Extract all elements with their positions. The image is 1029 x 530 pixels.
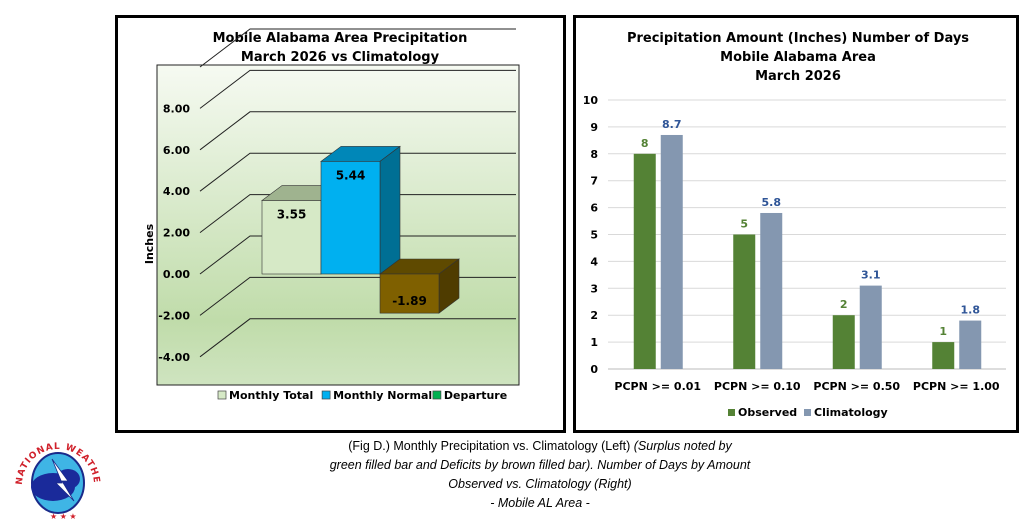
legend-label: Climatology — [814, 406, 888, 419]
bar-departure — [379, 273, 440, 314]
legend-swatch — [728, 409, 735, 416]
days-bar-chart: Precipitation Amount (Inches) Number of … — [583, 31, 1006, 419]
bar-monthly-normal — [320, 161, 381, 275]
chart-title: March 2026 — [755, 69, 841, 84]
gridline — [199, 69, 516, 109]
y-tick-label: 4.00 — [163, 185, 190, 198]
y-tick-label: 6.00 — [163, 144, 190, 157]
chart-title: March 2026 vs Climatology — [241, 50, 440, 65]
bar-observed — [733, 234, 756, 369]
legend-label: Observed — [738, 406, 797, 419]
legend-swatch — [321, 390, 331, 400]
bar-observed — [932, 342, 955, 369]
y-tick-label: 6 — [590, 202, 598, 215]
right-chart-panel: Precipitation Amount (Inches) Number of … — [573, 15, 1019, 433]
x-tick-label: PCPN >= 0.50 — [813, 380, 900, 393]
bar-observed — [633, 153, 656, 369]
data-label: 2 — [840, 298, 848, 311]
chart-title: Mobile Alabama Area Precipitation — [213, 31, 468, 46]
chart-title: Precipitation Amount (Inches) Number of … — [627, 31, 969, 46]
bar-climatology — [760, 212, 783, 369]
legend-label: Departure — [444, 389, 507, 402]
bar-climatology — [660, 134, 683, 369]
legend-label: Monthly Normal — [333, 389, 432, 402]
y-tick-label: 7 — [590, 175, 598, 188]
legend-swatch — [432, 390, 442, 400]
bar-monthly-total — [261, 200, 322, 275]
x-tick-label: PCPN >= 0.10 — [714, 380, 801, 393]
caption-line1: (Fig D.) Monthly Precipitation vs. Clima… — [348, 439, 634, 453]
y-tick-label: 5 — [590, 229, 598, 242]
gridline — [199, 194, 516, 233]
gridline — [199, 318, 516, 358]
precip-3d-chart: Mobile Alabama Area Precipitation March 2… — [143, 28, 520, 402]
y-axis-label: Inches — [143, 223, 156, 264]
bar-climatology — [959, 320, 982, 369]
legend-label: Monthly Total — [229, 389, 313, 402]
legend-swatch — [217, 390, 227, 400]
caption-line2: green filled bar and Deficits by brown f… — [329, 458, 751, 472]
data-label: 3.55 — [277, 208, 307, 222]
legend-swatch — [804, 409, 811, 416]
caption-line4: - Mobile AL Area - — [490, 496, 590, 510]
y-tick-label: 2.00 — [163, 227, 190, 240]
y-tick-label: 8 — [590, 148, 598, 161]
gridline — [199, 28, 516, 68]
data-label: 3.1 — [861, 269, 881, 282]
gridline — [199, 111, 516, 151]
caption-line3: Observed vs. Climatology (Right) — [448, 477, 632, 491]
svg-text:★ ★ ★: ★ ★ ★ — [50, 512, 77, 521]
data-label: 5.44 — [336, 168, 366, 182]
y-tick-label: 2 — [590, 309, 598, 322]
y-tick-label: 0.00 — [163, 268, 190, 281]
y-tick-label: -2.00 — [158, 309, 190, 322]
data-label: 8.7 — [662, 118, 682, 131]
y-tick-label: 9 — [590, 121, 598, 134]
gridline — [199, 235, 516, 275]
data-label: 8 — [641, 137, 649, 150]
chart-title: Mobile Alabama Area — [720, 50, 876, 65]
y-tick-label: 1 — [590, 336, 598, 349]
y-tick-label: 8.00 — [163, 102, 190, 115]
figure-caption: (Fig D.) Monthly Precipitation vs. Clima… — [240, 437, 840, 513]
caption-line1-italic: (Surplus noted by — [633, 439, 732, 453]
nws-logo: NATIONAL WEATHER SERVICE ★ ★ ★ — [8, 437, 100, 521]
bar-observed — [832, 315, 855, 369]
x-tick-label: PCPN >= 0.01 — [614, 380, 701, 393]
bar-side — [379, 145, 401, 275]
data-label: 5 — [740, 218, 748, 231]
data-label: 5.8 — [762, 196, 782, 209]
data-label: 1 — [939, 325, 947, 338]
bar-climatology — [859, 285, 882, 369]
y-tick-label: 10 — [583, 94, 599, 107]
left-chart-panel: Mobile Alabama Area Precipitation March 2… — [115, 15, 566, 433]
x-tick-label: PCPN >= 1.00 — [913, 380, 1000, 393]
gridline — [199, 152, 516, 192]
data-label: -1.89 — [392, 294, 427, 308]
y-tick-label: 4 — [590, 255, 598, 268]
y-tick-label: 0 — [590, 363, 598, 376]
data-label: 1.8 — [961, 304, 981, 317]
y-tick-label: -4.00 — [158, 351, 190, 364]
y-tick-label: 3 — [590, 282, 598, 295]
